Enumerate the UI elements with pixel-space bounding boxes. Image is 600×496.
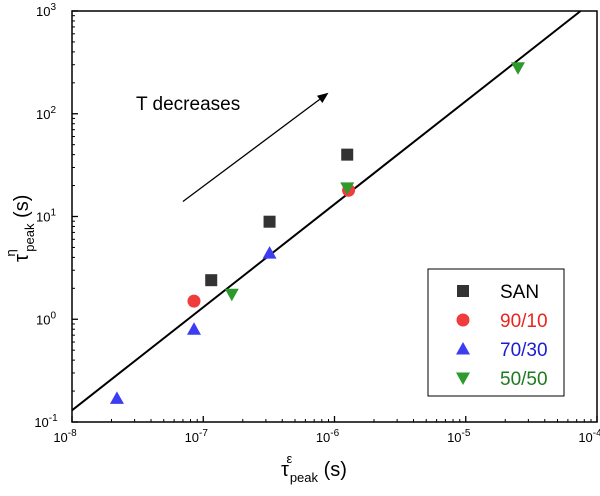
x-tick-label: 10-4 [578,428,600,445]
y-tick-label: 10-1 [34,413,58,430]
y-tick-label: 102 [36,105,56,122]
data-point [186,322,201,335]
y-tick-label: 101 [36,208,56,225]
data-point [205,274,218,287]
data-point [341,148,354,161]
annotation-group: T decreases [136,92,329,203]
x-tick-label: 10-8 [53,428,77,445]
y-tick-label: 103 [36,2,56,19]
trend-arrow [182,98,321,203]
x-tick-label: 10-7 [185,428,209,445]
data-points [109,62,525,404]
data-point [187,294,201,308]
legend-marker [456,372,470,385]
legend-marker [456,342,470,355]
fit-line [71,10,582,412]
data-point [263,215,276,228]
annotation-text: T decreases [136,94,240,115]
legend-label: SAN [500,282,539,303]
legend-marker [457,285,469,297]
legend-label: 70/30 [500,340,548,361]
data-point [340,182,355,195]
axis-labels: τ ε peak (s) τ η peak (s) [0,195,347,487]
x-tick-label: 10-5 [447,428,471,445]
data-point [262,246,277,259]
fit-line-group [71,10,582,412]
axis-ticks: 10-8 10-7 10-6 10-5 10-4 10-1 100 101 102 103 [34,2,600,445]
y-axis-label: τ η peak (s) [0,195,39,262]
data-point [109,391,124,404]
data-point [510,62,525,75]
legend-label: 90/10 [500,311,548,332]
trend-arrow-head [316,92,329,103]
data-point [224,288,239,302]
x-axis-label: τ ε peak (s) [281,446,347,487]
y-tick-label: 100 [36,310,56,327]
x-tick-label: 10-6 [316,428,340,445]
legend-label: 50/50 [500,369,548,390]
legend: SAN 90/10 70/30 50/50 [427,268,565,397]
legend-marker [456,313,470,327]
legend-box [427,268,565,397]
